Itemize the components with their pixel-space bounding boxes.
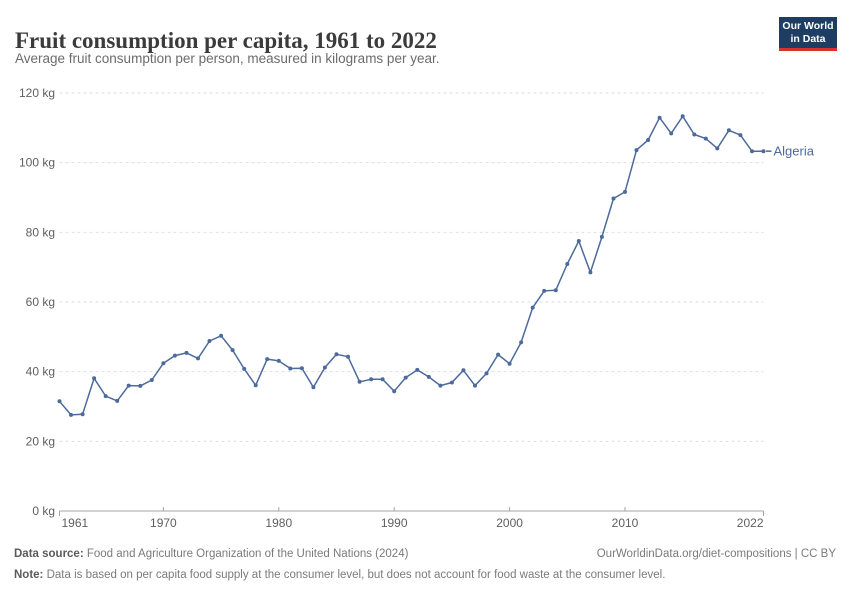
data-point[interactable] <box>484 371 489 376</box>
footer-note-text: Data is based on per capita food supply … <box>43 569 666 581</box>
owid-logo[interactable]: Our World in Data <box>779 17 837 51</box>
data-point[interactable] <box>611 196 616 201</box>
data-point[interactable] <box>126 383 131 388</box>
data-point[interactable] <box>172 353 177 358</box>
data-point[interactable] <box>346 354 350 359</box>
footer-source: Data source: Food and Agriculture Organi… <box>14 547 408 561</box>
x-tick-label: 1980 <box>265 516 292 530</box>
owid-logo-line2: in Data <box>790 32 826 45</box>
data-point[interactable] <box>334 352 339 357</box>
data-point[interactable] <box>57 399 62 404</box>
data-point[interactable] <box>553 288 558 293</box>
x-tick-label: 2010 <box>612 516 639 530</box>
data-point[interactable] <box>680 114 685 119</box>
data-point[interactable] <box>299 366 304 371</box>
data-point[interactable] <box>138 383 143 388</box>
data-point[interactable] <box>115 398 120 403</box>
data-point[interactable] <box>242 366 247 371</box>
x-tick-label: 2022 <box>737 516 764 530</box>
data-point[interactable] <box>230 348 235 353</box>
x-tick-label: 1970 <box>150 516 177 530</box>
data-point[interactable] <box>565 262 570 266</box>
data-point[interactable] <box>634 148 639 153</box>
data-point[interactable] <box>576 239 581 243</box>
data-point[interactable] <box>726 128 731 133</box>
data-point[interactable] <box>461 368 466 373</box>
data-point[interactable] <box>196 356 200 361</box>
y-tick-label: 80 kg <box>26 225 55 239</box>
footer-source-text: Food and Agriculture Organization of the… <box>83 548 409 560</box>
data-point[interactable] <box>380 377 385 382</box>
y-tick-label: 20 kg <box>26 434 55 448</box>
data-point[interactable] <box>276 358 281 363</box>
data-point[interactable] <box>265 357 270 362</box>
y-tick-label: 120 kg <box>19 86 55 100</box>
data-point[interactable] <box>473 383 477 388</box>
footer-attribution-link[interactable]: OurWorldinData.org/diet-compositions | C… <box>596 548 836 560</box>
data-point[interactable] <box>403 375 408 380</box>
data-point[interactable] <box>207 339 212 343</box>
chart-subtitle: Average fruit consumption per person, me… <box>15 51 440 66</box>
data-point[interactable] <box>392 389 397 394</box>
x-tick-label: 1961 <box>62 516 89 530</box>
data-point[interactable] <box>519 340 524 345</box>
page-title: Fruit consumption per capita, 1961 to 20… <box>15 28 437 54</box>
data-point[interactable] <box>761 149 766 154</box>
data-point[interactable] <box>703 136 708 141</box>
footer-note-label: Note: <box>14 569 44 581</box>
data-point[interactable] <box>692 132 697 137</box>
data-point[interactable] <box>184 350 189 355</box>
x-tick-label: 2000 <box>496 516 523 530</box>
data-point[interactable] <box>657 115 662 120</box>
data-point[interactable] <box>149 378 154 382</box>
data-point[interactable] <box>599 234 604 239</box>
data-point[interactable] <box>646 138 651 142</box>
data-point[interactable] <box>219 333 224 338</box>
data-point[interactable] <box>542 288 547 293</box>
data-point[interactable] <box>669 131 674 136</box>
data-point[interactable] <box>253 383 258 388</box>
data-point[interactable] <box>161 361 166 366</box>
data-point[interactable] <box>357 379 362 384</box>
data-point[interactable] <box>715 146 720 151</box>
data-point[interactable] <box>415 367 420 372</box>
owid-logo-line1: Our World <box>782 20 834 33</box>
footer-source-row: Data source: Food and Agriculture Organi… <box>14 547 836 561</box>
data-point[interactable] <box>288 366 293 371</box>
data-point[interactable] <box>426 374 431 379</box>
line-chart[interactable]: 0 kg 20 kg 40 kg 60 kg 80 kg 100 kg 120 kg 1961… <box>0 0 850 540</box>
data-point[interactable] <box>103 394 108 399</box>
y-tick-label: 40 kg <box>26 365 55 379</box>
data-point[interactable] <box>80 412 85 417</box>
footer-source-label: Data source: <box>14 548 84 560</box>
data-point[interactable] <box>92 376 97 381</box>
footer-note-row: Note: Data is based on per capita food s… <box>14 568 836 582</box>
y-tick-label: 60 kg <box>26 295 55 309</box>
data-point[interactable] <box>438 383 443 388</box>
data-point[interactable] <box>322 365 327 370</box>
data-point[interactable] <box>623 189 627 194</box>
data-point[interactable] <box>449 380 454 385</box>
data-point[interactable] <box>738 133 743 138</box>
data-point[interactable] <box>496 352 501 357</box>
data-point[interactable] <box>588 270 593 275</box>
y-tick-label: 100 kg <box>19 156 55 170</box>
data-point[interactable] <box>750 149 754 154</box>
series-label: Algeria <box>774 144 815 159</box>
y-tick-label: 0 kg <box>32 504 55 518</box>
data-line[interactable] <box>58 115 765 416</box>
data-point[interactable] <box>69 412 73 417</box>
x-tick-label: 1990 <box>381 516 408 530</box>
data-point[interactable] <box>369 377 374 382</box>
data-point[interactable] <box>507 361 512 366</box>
data-point[interactable] <box>311 385 316 390</box>
data-point[interactable] <box>530 305 535 310</box>
